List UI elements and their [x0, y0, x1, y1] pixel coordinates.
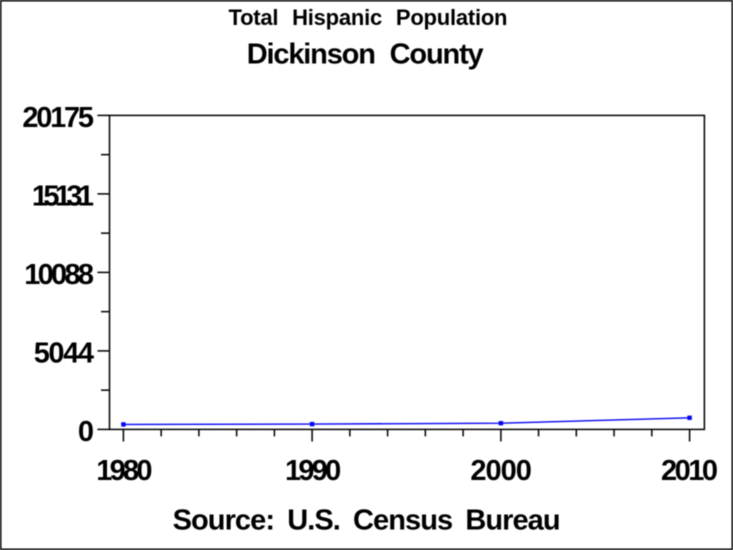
- svg-text:Dickinson County: Dickinson County: [247, 39, 484, 71]
- svg-text:Source: U.S. Census Bureau: Source: U.S. Census Bureau: [173, 505, 561, 537]
- svg-text:10088: 10088: [24, 259, 94, 291]
- svg-text:1980: 1980: [96, 455, 152, 487]
- svg-text:1990: 1990: [285, 455, 341, 487]
- svg-text:2000: 2000: [470, 455, 531, 487]
- svg-text:20175: 20175: [22, 102, 94, 134]
- svg-text:5044: 5044: [34, 337, 94, 369]
- svg-text:Total Hispanic Population: Total Hispanic Population: [229, 5, 508, 30]
- svg-text:0: 0: [78, 416, 94, 448]
- svg-text:15131: 15131: [32, 180, 94, 212]
- svg-text:2010: 2010: [661, 455, 718, 487]
